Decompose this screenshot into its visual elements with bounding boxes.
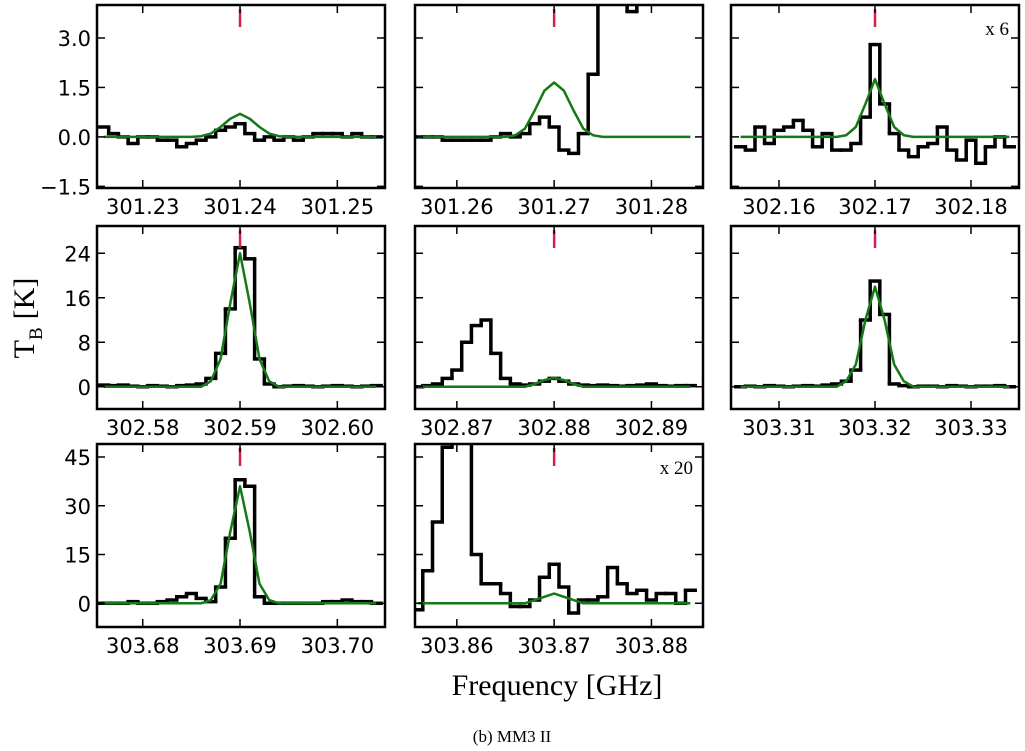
caption: (b) MM3 II	[473, 727, 552, 746]
y-tick-label: 30	[64, 495, 91, 519]
y-tick-label: 8	[78, 331, 91, 355]
panel-frame	[95, 224, 387, 411]
y-tick-label: 1.5	[58, 76, 91, 100]
x-tick-label: 303.87	[517, 634, 590, 658]
x-tick-label: 301.23	[106, 195, 179, 219]
model-line	[417, 81, 691, 139]
x-tick-label: 301.25	[301, 195, 374, 219]
panel	[97, 245, 383, 389]
x-tick-label: 302.89	[615, 416, 688, 440]
y-label-subscript: B	[26, 327, 47, 340]
y-tick-label: −1.5	[40, 175, 91, 199]
x-tick-label: 303.69	[203, 634, 276, 658]
panel	[734, 279, 1016, 389]
model-line	[417, 592, 691, 605]
x-tick-label: 303.31	[742, 416, 815, 440]
x-tick-label: 302.17	[838, 195, 911, 219]
y-label-symbol: T	[8, 340, 41, 358]
y-tick-label: 16	[64, 287, 91, 311]
panel	[415, 5, 691, 156]
x-tick-label: 302.60	[301, 416, 374, 440]
panel-frame	[413, 442, 705, 629]
y-tick-label: 0.0	[58, 126, 91, 150]
model-line	[740, 77, 1010, 139]
x-tick-label: 302.88	[517, 416, 590, 440]
model-line	[740, 285, 1010, 388]
x-tick-label: 303.32	[838, 416, 911, 440]
panel-frame	[413, 224, 705, 411]
scale-annotation: x 6	[985, 19, 1009, 40]
x-tick-label: 301.28	[615, 195, 688, 219]
model-line	[417, 376, 691, 388]
panel-frame	[95, 3, 387, 190]
panel	[97, 478, 383, 606]
x-tick-label: 301.24	[203, 195, 276, 219]
x-tick-label: 303.86	[420, 634, 493, 658]
panel	[415, 318, 697, 389]
x-tick-label: 303.33	[934, 416, 1007, 440]
y-tick-label: 24	[64, 242, 91, 266]
panel	[97, 112, 383, 149]
panel	[415, 444, 697, 615]
y-tick-label: 3.0	[58, 27, 91, 51]
x-tick-label: 302.58	[106, 416, 179, 440]
x-tick-label: 303.88	[615, 634, 688, 658]
x-tick-label: 302.16	[742, 195, 815, 219]
x-tick-label: 302.59	[203, 416, 276, 440]
panel	[734, 42, 1016, 166]
x-tick-label: 303.70	[301, 634, 374, 658]
panel-frame	[95, 442, 387, 629]
model-line	[103, 485, 377, 605]
x-tick-label: 303.68	[106, 634, 179, 658]
x-tick-label: 302.18	[934, 195, 1007, 219]
y-label-unit: [K]	[8, 278, 41, 320]
x-axis-label: Frequency [GHz]	[452, 669, 663, 702]
y-tick-label: 0	[78, 376, 91, 400]
model-line	[103, 112, 377, 139]
y-tick-label: 15	[64, 544, 91, 568]
y-tick-label: 45	[64, 446, 91, 470]
panel-frame	[729, 224, 1021, 411]
scale-annotation: x 20	[660, 458, 693, 479]
x-tick-label: 302.87	[420, 416, 493, 440]
x-tick-label: 301.26	[420, 195, 493, 219]
model-line	[103, 252, 377, 388]
y-axis-label: TB [K]	[8, 278, 47, 359]
panel-frame	[413, 3, 705, 190]
x-tick-label: 301.27	[517, 195, 590, 219]
y-tick-label: 0	[78, 592, 91, 616]
